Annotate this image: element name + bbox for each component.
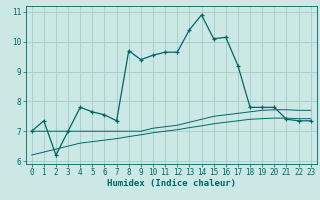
X-axis label: Humidex (Indice chaleur): Humidex (Indice chaleur) [107, 179, 236, 188]
